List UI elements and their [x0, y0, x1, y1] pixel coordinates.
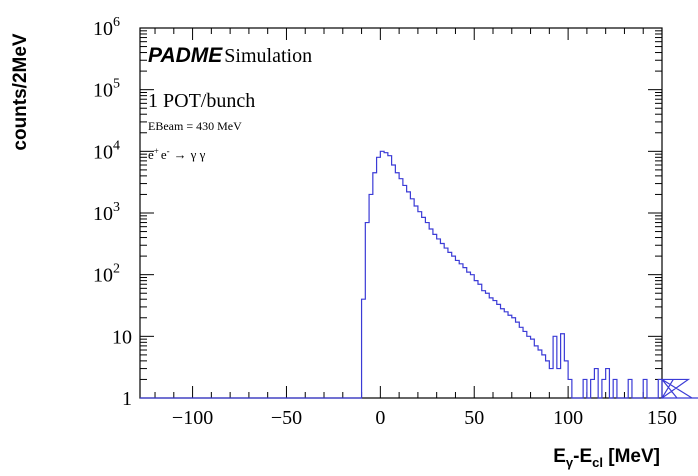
y-tick-label: 106 — [93, 15, 120, 40]
experiment-label: PADME Simulation — [148, 44, 312, 67]
x-axis-label-sub2: cl — [592, 455, 603, 470]
x-tick-label: 100 — [553, 407, 583, 429]
x-tick-label: 150 — [647, 407, 677, 429]
y-tick-label: 103 — [93, 200, 120, 225]
x-axis-label-sub1: γ — [566, 455, 574, 470]
frame — [139, 27, 663, 399]
y-axis-ticks: 1 10 102 103 104 105 106 — [93, 15, 662, 410]
x-tick-label: 0 — [375, 407, 385, 429]
y-tick-label: 105 — [93, 77, 120, 102]
histogram-series-line — [140, 150, 698, 399]
ebeam-label: EBeam = 430 MeV — [148, 119, 242, 133]
y-tick-label: 10 — [112, 326, 132, 348]
process-e2: e — [161, 147, 167, 162]
process-arrow: → — [174, 147, 187, 162]
simulation-word: Simulation — [224, 45, 312, 67]
y-tick-label: 104 — [93, 138, 120, 163]
process-e1-sup: + — [154, 146, 159, 156]
process-label: e+ e- → γ γ — [148, 146, 206, 162]
process-final: γ γ — [190, 147, 206, 162]
y-axis-label: counts/2MeV — [10, 33, 31, 151]
x-axis-label-mid: -E — [573, 446, 592, 467]
process-e2-sup: - — [167, 146, 170, 156]
y-tick-label: 102 — [93, 262, 120, 287]
experiment-name: PADME — [148, 44, 223, 67]
x-tick-label: 50 — [464, 407, 484, 429]
pot-label: 1 POT/bunch — [148, 90, 255, 112]
y-tick-label: 1 — [122, 388, 132, 410]
x-tick-label: −50 — [271, 407, 302, 429]
x-axis-label-unit: [MeV] — [603, 446, 660, 467]
x-tick-label: −100 — [172, 407, 213, 429]
x-axis-label-base: E — [553, 446, 566, 467]
x-axis-label: Eγ-Ecl [MeV] — [553, 446, 660, 470]
process-e1: e — [148, 147, 154, 162]
